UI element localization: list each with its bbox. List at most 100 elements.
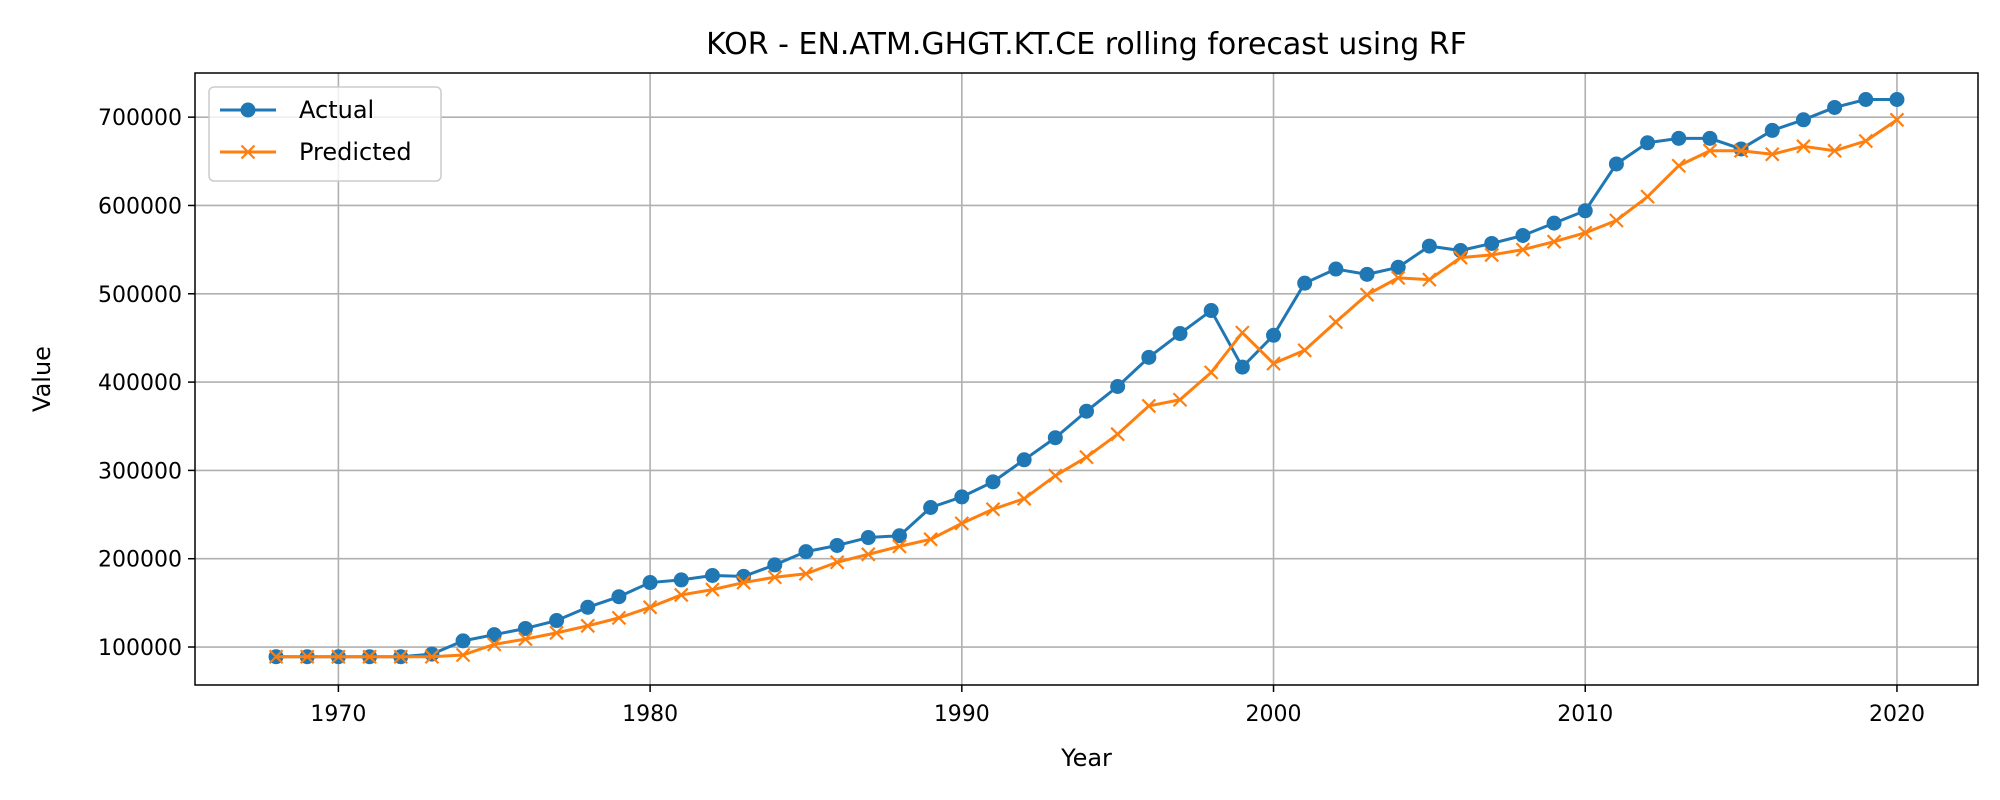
data-point-predicted xyxy=(923,532,938,547)
y-tick-label: 500000 xyxy=(98,283,182,308)
data-point-predicted xyxy=(1422,272,1437,287)
data-point-actual xyxy=(611,589,627,605)
data-point-predicted xyxy=(798,566,814,582)
y-tick-label: 700000 xyxy=(98,106,182,131)
data-point-actual xyxy=(486,627,502,643)
data-point-actual xyxy=(1172,326,1188,342)
data-point-actual xyxy=(642,575,658,591)
data-point-predicted xyxy=(1733,143,1749,158)
data-point-predicted xyxy=(1172,392,1188,408)
data-point-predicted xyxy=(268,649,284,665)
data-point-predicted xyxy=(1671,158,1687,174)
data-point-predicted xyxy=(1079,449,1094,465)
data-point-actual xyxy=(549,613,565,629)
data-point-predicted xyxy=(1110,426,1125,442)
data-point-predicted xyxy=(299,649,315,665)
y-tick-label: 300000 xyxy=(98,459,182,484)
data-point-predicted xyxy=(1609,213,1624,228)
data-point-actual xyxy=(767,557,783,573)
data-point-predicted xyxy=(673,587,689,603)
data-point-actual xyxy=(1764,122,1780,138)
data-point-actual xyxy=(580,599,596,615)
data-point-predicted xyxy=(736,575,751,590)
data-point-predicted xyxy=(642,600,658,615)
data-point-predicted xyxy=(1889,112,1905,128)
data-point-actual xyxy=(1858,91,1874,107)
data-point-actual xyxy=(860,530,876,546)
data-point-predicted xyxy=(1390,270,1406,286)
data-point-actual xyxy=(1328,261,1344,277)
series-predicted xyxy=(268,112,1905,665)
data-point-predicted xyxy=(518,631,533,647)
data-point-predicted xyxy=(611,610,627,626)
grid xyxy=(195,73,1978,685)
data-point-predicted xyxy=(985,501,1001,517)
data-point-predicted xyxy=(1764,146,1780,162)
data-point-predicted xyxy=(829,554,845,570)
x-tick-label: 2010 xyxy=(1557,702,1613,727)
data-point-actual xyxy=(1546,215,1562,231)
data-point-predicted xyxy=(767,569,783,585)
x-tick-label: 2020 xyxy=(1869,702,1925,727)
data-point-actual xyxy=(1047,430,1063,446)
data-point-predicted xyxy=(1858,133,1874,149)
data-point-predicted xyxy=(1016,491,1032,506)
data-point-predicted xyxy=(1266,356,1281,371)
data-point-predicted xyxy=(1203,365,1219,380)
data-point-actual xyxy=(1266,327,1282,343)
series-layer xyxy=(268,91,1905,665)
data-point-actual xyxy=(704,567,720,583)
data-point-actual xyxy=(424,646,440,662)
data-point-predicted xyxy=(424,649,440,665)
data-point-actual xyxy=(455,633,471,649)
x-tick-label: 1970 xyxy=(310,702,366,727)
data-point-actual xyxy=(517,620,533,636)
x-tick-label: 1980 xyxy=(622,702,678,727)
data-point-predicted xyxy=(1515,242,1531,257)
data-point-predicted xyxy=(1702,143,1718,158)
data-point-actual xyxy=(1795,112,1811,128)
y-tick-label: 400000 xyxy=(98,371,182,396)
data-point-predicted xyxy=(549,625,564,641)
data-point-actual xyxy=(1827,99,1843,115)
data-point-actual xyxy=(1297,275,1313,291)
data-point-actual xyxy=(1234,359,1250,375)
data-point-actual xyxy=(1733,141,1749,157)
legend: Actual Predicted xyxy=(208,86,442,182)
data-point-actual xyxy=(923,499,939,515)
data-point-actual xyxy=(798,544,814,560)
data-point-actual xyxy=(1577,203,1593,219)
data-point-actual xyxy=(1390,259,1406,275)
data-point-predicted xyxy=(1328,314,1344,330)
data-point-actual xyxy=(673,572,689,588)
data-point-actual xyxy=(1608,156,1624,172)
data-point-predicted xyxy=(1484,247,1500,263)
data-point-predicted xyxy=(1827,143,1842,158)
data-point-actual xyxy=(1515,227,1531,243)
y-tick-label: 200000 xyxy=(98,548,182,573)
data-point-predicted xyxy=(892,539,907,554)
data-point-predicted xyxy=(1577,225,1593,241)
data-point-actual xyxy=(1016,452,1032,468)
data-point-actual xyxy=(1671,130,1687,146)
y-tick-label: 100000 xyxy=(98,636,182,661)
data-point-predicted xyxy=(1235,325,1250,340)
legend-item-predicted: Predicted xyxy=(220,138,412,166)
data-point-actual xyxy=(1702,130,1718,146)
data-point-predicted xyxy=(1359,287,1375,302)
data-point-predicted xyxy=(393,649,409,665)
legend-marker-predicted xyxy=(240,144,256,160)
x-tick-label: 2000 xyxy=(1246,702,1302,727)
legend-label-predicted: Predicted xyxy=(299,138,412,166)
data-point-predicted xyxy=(455,647,471,663)
data-point-actual xyxy=(1359,266,1375,282)
data-point-predicted xyxy=(1796,139,1811,154)
data-point-predicted xyxy=(1546,234,1562,249)
data-point-actual xyxy=(1889,91,1905,107)
data-point-predicted xyxy=(1048,468,1063,483)
y-tick-label: 600000 xyxy=(98,194,182,219)
data-point-actual xyxy=(829,537,845,553)
data-point-actual xyxy=(891,528,907,544)
data-point-predicted xyxy=(1141,398,1157,414)
x-axis-label: Year xyxy=(1060,744,1112,772)
